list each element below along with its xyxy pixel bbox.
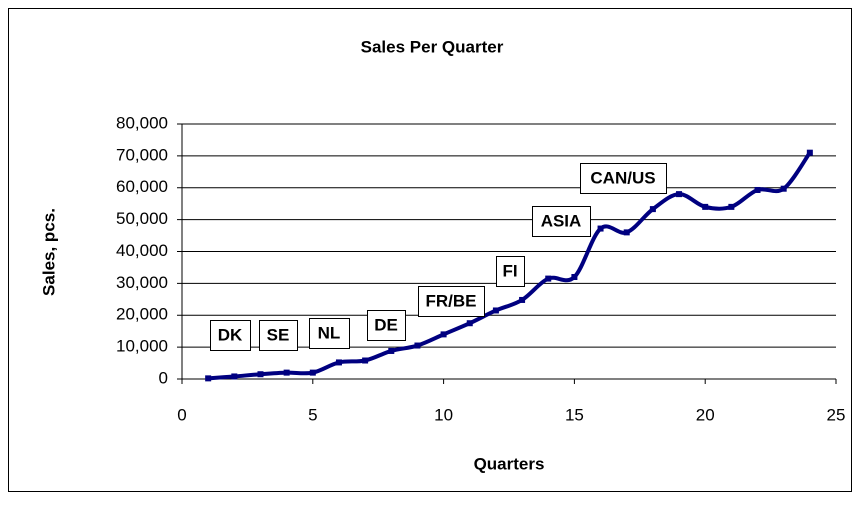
x-tick-label: 20: [696, 405, 715, 424]
annotation: FR/BE: [426, 291, 477, 310]
chart-title: Sales Per Quarter: [361, 37, 504, 56]
point-marker: [309, 369, 316, 376]
y-tick-label: 40,000: [116, 241, 168, 260]
chart-border: [8, 8, 852, 492]
point-marker: [519, 296, 526, 303]
point-marker: [362, 357, 369, 364]
point-marker: [649, 206, 656, 213]
x-tick-label: 15: [565, 405, 584, 424]
annotation-box: [259, 320, 298, 351]
annotation: ASIA: [541, 211, 582, 230]
y-tick-label: 20,000: [116, 305, 168, 324]
point-marker: [702, 203, 709, 210]
annotation-box: [309, 318, 350, 349]
point-marker: [676, 191, 683, 198]
y-tick-label: 50,000: [116, 209, 168, 228]
point-marker: [754, 186, 761, 193]
point-marker: [388, 347, 395, 354]
annotation-box: [367, 310, 406, 341]
annotation: DK: [218, 325, 243, 344]
point-marker: [806, 149, 813, 156]
annotation: FI: [502, 261, 517, 280]
point-marker: [257, 371, 264, 378]
x-tick-label: 10: [434, 405, 453, 424]
annotation: SE: [267, 325, 290, 344]
point-marker: [780, 185, 787, 192]
annotation-box: [532, 206, 591, 237]
point-marker: [335, 359, 342, 366]
point-marker: [205, 375, 212, 382]
point-marker: [466, 320, 473, 327]
y-tick-label: 70,000: [116, 145, 168, 164]
point-marker: [414, 342, 421, 349]
y-tick-label: 80,000: [116, 113, 168, 132]
y-tick-label: 60,000: [116, 177, 168, 196]
point-marker: [492, 307, 499, 314]
x-tick-label: 25: [827, 405, 846, 424]
x-tick-label: 0: [177, 405, 186, 424]
x-tick-label: 5: [308, 405, 317, 424]
y-axis-label: Sales, pcs.: [39, 208, 58, 296]
point-marker: [545, 275, 552, 282]
annotation: CAN/US: [590, 168, 655, 187]
annotation: NL: [318, 323, 341, 342]
y-tick-label: 0: [159, 368, 168, 387]
annotation-box: [210, 320, 251, 351]
annotation-box: [496, 256, 525, 287]
y-tick-label: 10,000: [116, 337, 168, 356]
point-marker: [728, 203, 735, 210]
point-marker: [623, 229, 630, 236]
y-tick-label: 30,000: [116, 273, 168, 292]
x-axis-label: Quarters: [474, 454, 545, 473]
point-marker: [597, 225, 604, 232]
point-marker: [571, 274, 578, 280]
point-marker: [440, 331, 447, 338]
annotation-box: [580, 163, 667, 194]
annotation: DE: [374, 315, 398, 334]
point-marker: [231, 373, 238, 380]
annotation-box: [418, 286, 485, 317]
point-marker: [283, 369, 290, 376]
